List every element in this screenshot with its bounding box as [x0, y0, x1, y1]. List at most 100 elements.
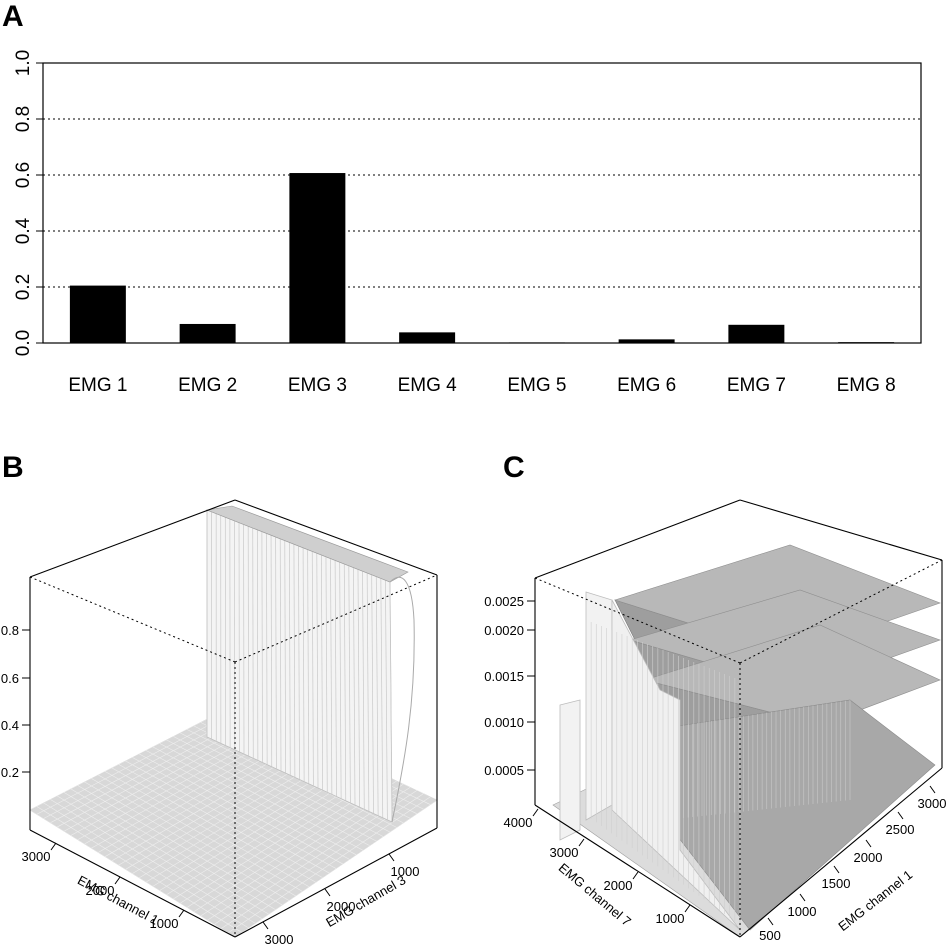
surface-grid-line [50, 799, 256, 924]
surface-edge [389, 576, 415, 823]
box-edge [29, 499, 236, 578]
z-tick-label: 0.0010 [484, 715, 524, 730]
surface-wall-line [339, 562, 342, 799]
surface-grid-line [221, 711, 424, 810]
surface-wall-line [293, 544, 296, 778]
surface-wall-line [316, 553, 319, 789]
surface-wall-line [275, 536, 277, 769]
surface-spike [559, 699, 581, 841]
surface-grid-line [214, 790, 417, 925]
y-tick [897, 811, 904, 820]
surface-grid-line [159, 743, 364, 851]
y-tick-label: 500 [759, 928, 781, 943]
box-edge [29, 829, 236, 938]
surface-grid-line [43, 711, 249, 819]
surface-grid-line [91, 778, 296, 897]
box-edge [534, 804, 741, 938]
y-tick-label: 0.0 [13, 330, 34, 356]
surface-grid-line [70, 788, 276, 910]
surface-wall-line [389, 581, 393, 823]
surface-wall-line [334, 560, 337, 797]
surface-grid-line [139, 755, 343, 878]
surface-floor [552, 714, 934, 938]
surface-grid-line [200, 722, 404, 824]
y-tick-label: 3000 [265, 932, 294, 944]
surface-grid-line [200, 783, 404, 917]
surface-grid-line [98, 736, 303, 853]
surface-wall-top [205, 505, 409, 583]
surface-wall-line [302, 547, 305, 782]
surface-wall-line [279, 538, 282, 772]
x-tick-label: 4000 [504, 815, 533, 830]
x-tick [632, 871, 639, 880]
surface-wall-line [330, 558, 333, 795]
x-tick-label: EMG 3 [288, 375, 347, 396]
box-edge [739, 499, 943, 561]
surface-wall-line [298, 545, 300, 780]
surface-grid-line [214, 715, 417, 814]
surface-ridge-face [629, 639, 801, 736]
surface-grid-line [146, 750, 350, 860]
bar-2 [179, 323, 236, 343]
surface-grid-line [118, 745, 323, 866]
surface-grid-line [125, 749, 330, 870]
surface-wall-line [343, 563, 347, 801]
x-tick-label: EMG 8 [837, 375, 896, 396]
surface-wall-line [325, 556, 328, 793]
x-tick-label: 1000 [656, 911, 685, 926]
box-edge-hidden [534, 577, 741, 664]
panel-letter-c: C [503, 451, 525, 484]
x-tick [684, 904, 691, 913]
x-axis-title: EMG channel 1 [75, 872, 161, 927]
surface-grid-line [193, 780, 397, 912]
x-tick-label: EMG 2 [178, 375, 237, 396]
x-tick-label: EMG 6 [617, 375, 676, 396]
surface-wall-line [252, 527, 254, 759]
bar-4 [399, 332, 456, 343]
surface-wall [206, 509, 393, 823]
surface-grid-line [227, 796, 431, 934]
surface-grid-line [70, 723, 276, 836]
surface-grid-line [221, 793, 424, 929]
surface-ridge-face [644, 679, 821, 771]
bar-7 [728, 324, 785, 343]
box-edge-hidden [739, 559, 943, 664]
surface-wall-line [261, 531, 263, 763]
x-tick-label: 2000 [604, 878, 633, 893]
surface-grid-line [234, 704, 438, 801]
surface-c-group: 0.0005 0.0010 0.0015 0.0020 0.0025 1000 2000 30… [484, 499, 946, 943]
surface-wall-line [385, 580, 388, 820]
surface-floor [29, 704, 438, 938]
surface-grid-line [166, 768, 370, 895]
y-tick-label: 0.8 [13, 106, 34, 132]
surface-wall-line [366, 572, 370, 812]
y-tick [324, 888, 331, 897]
surface-grid-line [234, 799, 438, 938]
z-tick-label: 0.0015 [484, 669, 524, 684]
z-tick-label: 0.8 [1, 623, 19, 638]
surface-grid-line [228, 708, 431, 805]
surface-grid-line [77, 726, 283, 840]
surface-grid-line [132, 757, 337, 869]
surface-wall-line [362, 571, 365, 810]
surface-grid-line [166, 739, 370, 846]
surface-grid-line [111, 742, 316, 862]
surface-grid-line [84, 730, 290, 845]
surface-grid-line [159, 764, 364, 891]
surface-grid-line [207, 787, 411, 921]
surface-grid-line [180, 774, 384, 904]
x-tick-label: EMG 4 [398, 375, 458, 396]
surface-wall-line [307, 549, 310, 784]
surface-grid-line [43, 802, 249, 929]
surface-grid-line [139, 753, 343, 865]
surface-grid-line [187, 729, 391, 833]
z-tick-label: 0.0005 [484, 763, 524, 778]
surface-grid-line [125, 760, 330, 874]
z-tick-label: 0.0025 [484, 594, 524, 609]
surface-grid-line [187, 777, 391, 908]
x-tick [578, 838, 585, 847]
surface-wall-line [375, 576, 379, 816]
z-tick-label: 0.4 [1, 718, 19, 733]
surface-grid-line [84, 781, 290, 901]
surface-wall-line [380, 578, 384, 818]
